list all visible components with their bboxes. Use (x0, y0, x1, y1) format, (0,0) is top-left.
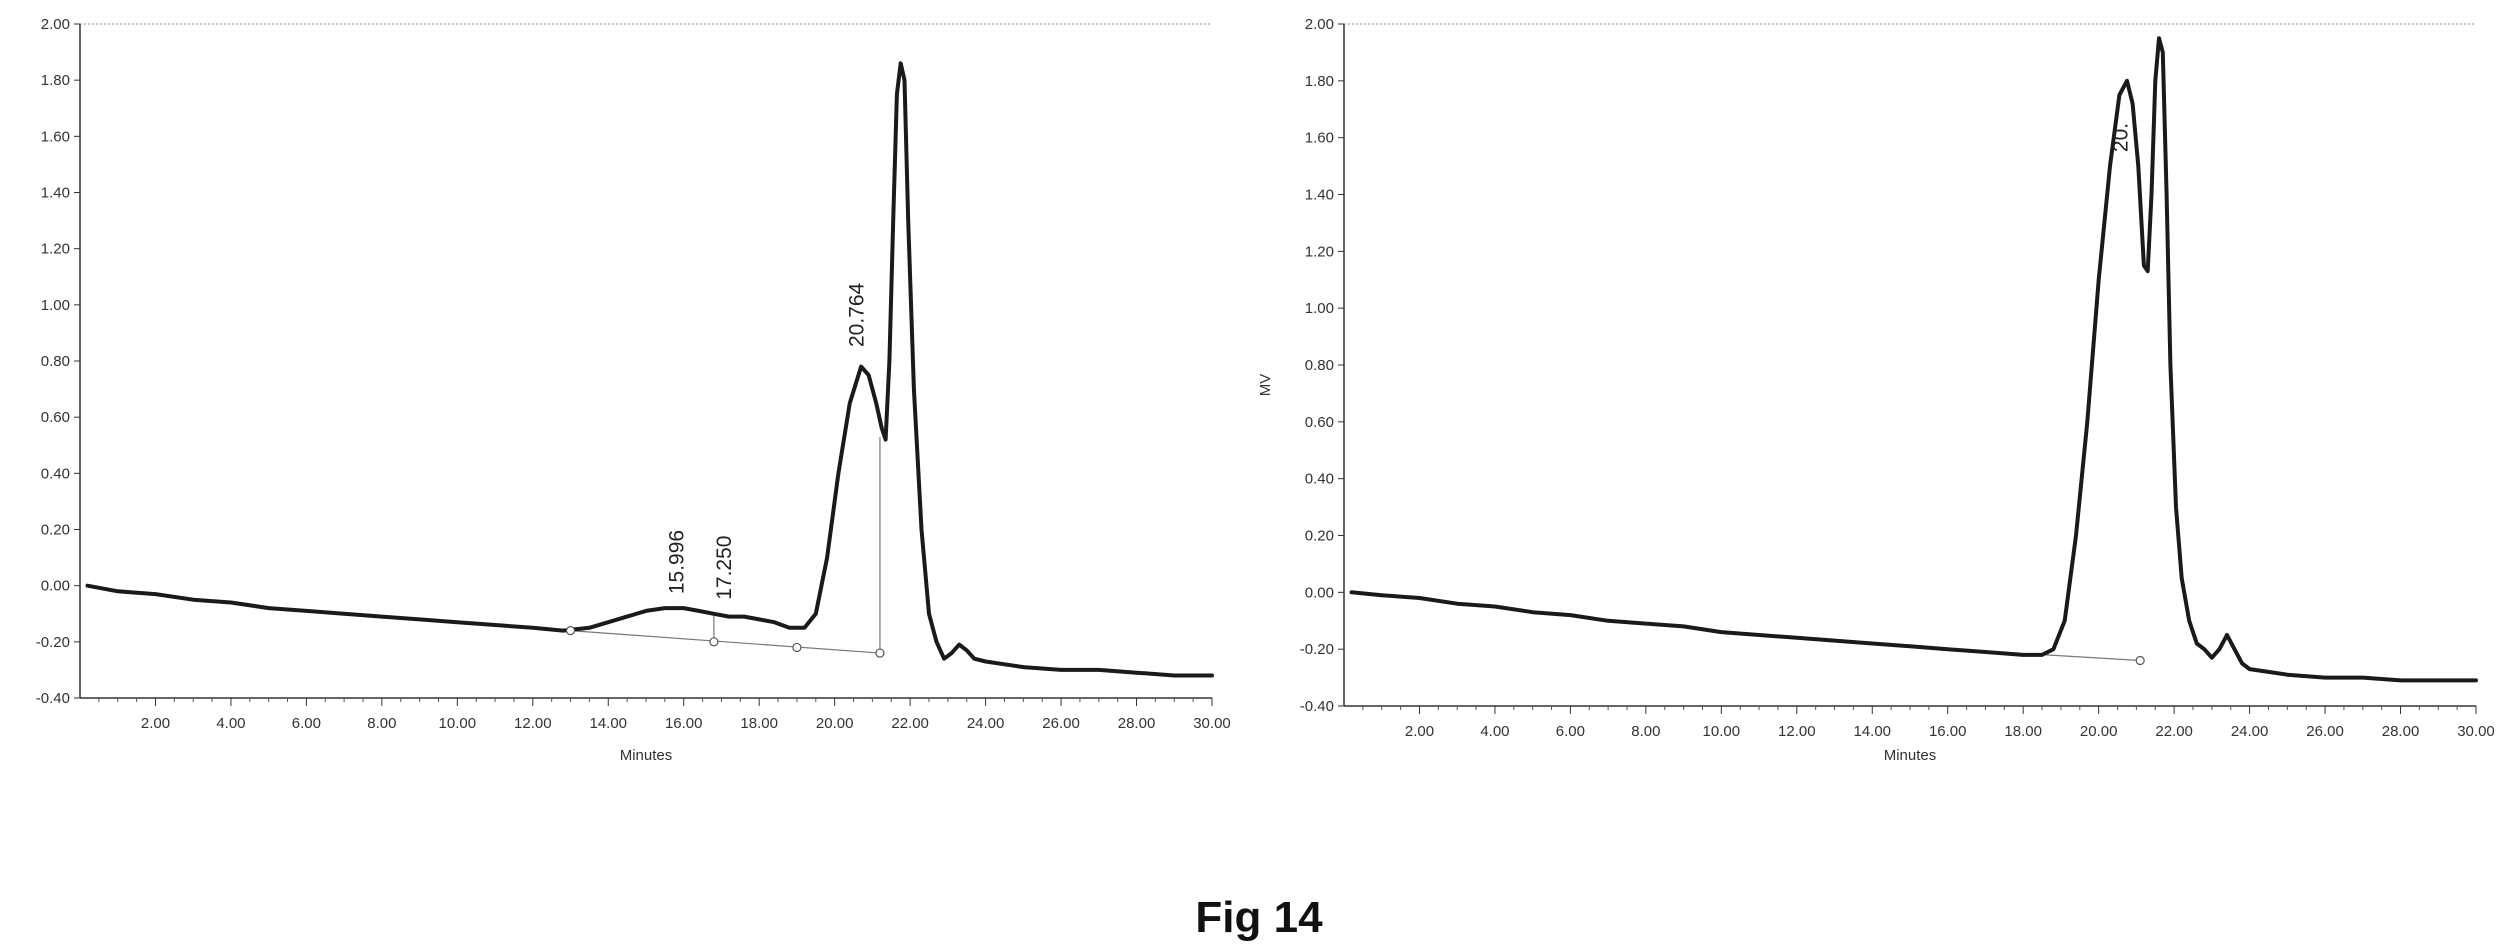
x-tick-label: 14.00 (589, 715, 627, 732)
y-tick-label: 0.60 (1305, 414, 1334, 431)
x-tick-label: 28.00 (1118, 715, 1156, 732)
x-tick-label: 20.00 (816, 715, 854, 732)
x-tick-label: 22.00 (891, 715, 929, 732)
peak-label: 15.996 (666, 530, 689, 594)
x-tick-label: 30.00 (1193, 715, 1231, 732)
y-tick-label: 0.80 (41, 353, 70, 370)
y-tick-label: 1.40 (41, 185, 70, 202)
integration-baseline (2045, 654, 2141, 662)
peak-label: 20. (2109, 123, 2132, 152)
x-tick-label: 26.00 (2306, 723, 2344, 740)
integration-marker (565, 625, 576, 636)
x-tick-label: 8.00 (1631, 723, 1660, 740)
x-tick-label: 18.00 (2004, 723, 2042, 740)
y-tick-label: 2.00 (1305, 16, 1334, 33)
x-tick-label: 16.00 (1929, 723, 1967, 740)
x-tick-label: 30.00 (2457, 723, 2495, 740)
integration-marker (792, 642, 802, 653)
integration-marker (2135, 655, 2145, 666)
y-tick-label: 0.40 (1305, 471, 1334, 488)
y-tick-label: 0.00 (1305, 584, 1334, 601)
x-tick-label: 20.00 (2080, 723, 2118, 740)
y-tick-label: 1.00 (41, 297, 70, 314)
x-tick-label: 2.00 (1405, 723, 1434, 740)
integration-baseline (570, 630, 880, 654)
y-tick-label: -0.20 (36, 634, 70, 651)
y-tick-label: -0.40 (1300, 698, 1334, 715)
integration-marker (875, 648, 885, 658)
x-tick-label: 14.00 (1853, 723, 1891, 740)
x-tick-label: 28.00 (2382, 723, 2420, 740)
chart-left: -0.40 -0.20 0.00 0.20 0.40 0.60 0.80 1.00 1.20 1.… (36, 16, 1231, 764)
x-tick-label: 24.00 (967, 715, 1005, 732)
y-tick-label: 2.00 (41, 16, 70, 33)
x-tick-label: 6.00 (1556, 723, 1585, 740)
y-tick-label: 0.20 (1305, 528, 1334, 545)
x-tick-label: 12.00 (514, 715, 552, 732)
x-tick-label: 16.00 (665, 715, 703, 732)
y-tick-label: 1.60 (41, 128, 70, 145)
x-tick-label: 4.00 (216, 715, 245, 732)
y-tick-label: 0.60 (41, 409, 70, 426)
integration-marker (709, 637, 719, 647)
y-tick-label: 1.40 (1305, 187, 1334, 204)
x-tick-label: 10.00 (1703, 723, 1741, 740)
x-axis-title: Minutes (1884, 747, 1937, 764)
figure-caption: Fig 14 (1195, 893, 1323, 942)
chromatogram-trace (85, 61, 1214, 678)
y-axis-title: MV (1257, 374, 1274, 397)
y-tick-label: -0.40 (36, 690, 70, 707)
x-tick-label: 24.00 (2231, 723, 2269, 740)
x-tick-label: 12.00 (1778, 723, 1816, 740)
x-tick-label: 6.00 (292, 715, 321, 732)
x-tick-label: 26.00 (1042, 715, 1080, 732)
x-tick-label: 10.00 (439, 715, 477, 732)
y-tick-label: 0.80 (1305, 357, 1334, 374)
x-tick-label: 18.00 (740, 715, 778, 732)
chart-right: -0.40 -0.20 0.00 0.20 0.40 0.60 0.80 1.00 1.20 1.… (1257, 16, 2495, 764)
y-tick-label: 0.40 (41, 465, 70, 482)
y-tick-label: 1.80 (1305, 73, 1334, 90)
peak-label: 17.250 (713, 536, 736, 600)
y-tick-label: 1.60 (1305, 130, 1334, 147)
x-tick-label: 2.00 (141, 715, 170, 732)
y-tick-label: 1.00 (1305, 300, 1334, 317)
y-tick-label: -0.20 (1300, 641, 1334, 658)
chromatogram-trace (1349, 36, 2478, 683)
y-tick-label: 0.20 (41, 522, 70, 539)
x-axis-title: Minutes (620, 747, 673, 764)
x-tick-label: 22.00 (2155, 723, 2193, 740)
peak-label: 20.764 (845, 282, 868, 347)
y-tick-label: 0.00 (41, 578, 70, 595)
y-tick-label: 1.20 (1305, 243, 1334, 260)
y-tick-label: 1.20 (41, 241, 70, 258)
y-tick-label: 1.80 (41, 72, 70, 89)
x-tick-label: 4.00 (1480, 723, 1509, 740)
x-tick-label: 8.00 (367, 715, 396, 732)
